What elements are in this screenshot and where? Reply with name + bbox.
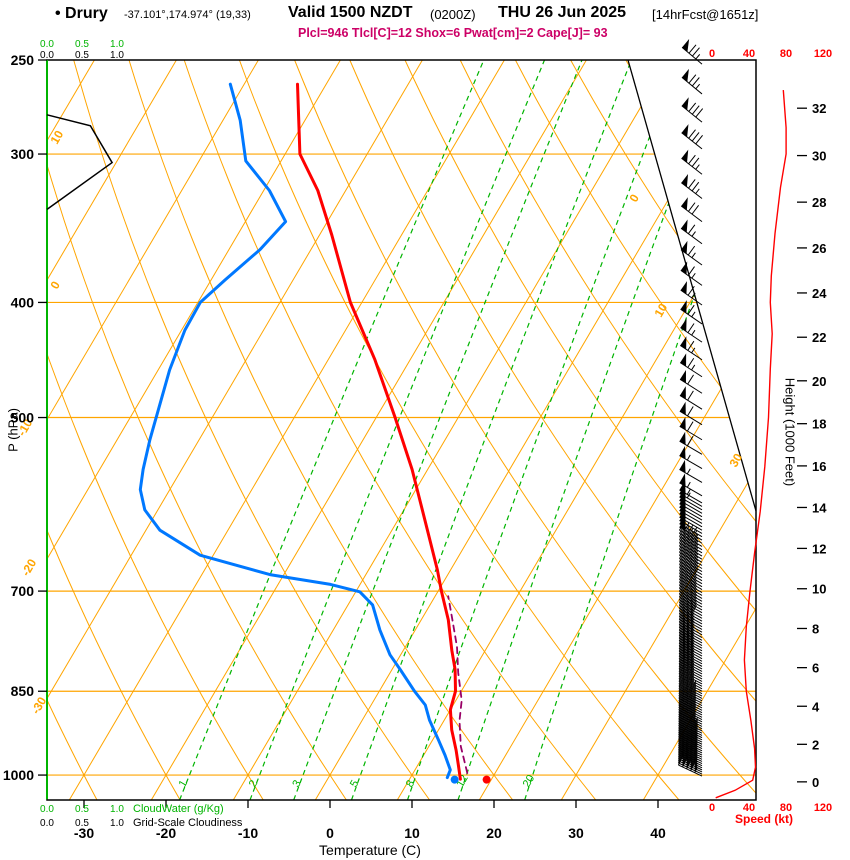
svg-text:850: 850 (11, 683, 35, 699)
svg-text:-30: -30 (74, 825, 94, 841)
height-axis-title: Height (1000 Feet) (782, 377, 798, 487)
svg-text:12: 12 (454, 773, 471, 790)
svg-text:120: 120 (814, 802, 832, 814)
svg-text:-20: -20 (156, 825, 176, 841)
svg-text:16: 16 (812, 459, 826, 474)
svg-text:18: 18 (812, 417, 826, 432)
svg-text:80: 80 (780, 48, 792, 60)
valid-date: THU 26 Jun 2025 (498, 4, 627, 21)
svg-text:10: 10 (651, 301, 670, 320)
svg-text:0.5: 0.5 (75, 804, 89, 815)
svg-text:120: 120 (814, 48, 832, 60)
svg-text:14: 14 (812, 500, 827, 515)
svg-text:300: 300 (11, 146, 35, 162)
valid-time-utc: (0200Z) (430, 7, 476, 22)
svg-text:0: 0 (47, 278, 63, 291)
sounding-indices: Plcl=946 Tlcl[C]=12 Shox=6 Pwat[cm]=2 Ca… (298, 26, 608, 40)
svg-text:28: 28 (812, 195, 826, 210)
svg-text:0: 0 (326, 825, 334, 841)
svg-text:-10: -10 (238, 825, 258, 841)
svg-text:30: 30 (726, 451, 745, 470)
svg-text:0.5: 0.5 (75, 818, 89, 829)
station-name: • Drury (55, 5, 108, 22)
svg-text:32: 32 (812, 101, 826, 116)
svg-text:1.0: 1.0 (110, 818, 124, 829)
svg-text:26: 26 (812, 241, 826, 256)
temperature-trace (296, 82, 462, 781)
svg-text:40: 40 (743, 48, 755, 60)
svg-text:1.0: 1.0 (110, 804, 124, 815)
svg-text:10: 10 (404, 825, 420, 841)
svg-text:0.0: 0.0 (40, 39, 54, 50)
svg-text:6: 6 (812, 661, 819, 676)
svg-text:30: 30 (812, 149, 826, 164)
svg-text:700: 700 (11, 583, 35, 599)
pressure-axis-title: P (hPa) (5, 408, 21, 452)
valid-time: Valid 1500 NZDT (288, 4, 413, 21)
svg-text:12: 12 (812, 541, 826, 556)
svg-text:400: 400 (11, 294, 35, 310)
wind-barbs (677, 38, 704, 777)
svg-text:4: 4 (812, 699, 820, 714)
svg-text:1.0: 1.0 (110, 39, 124, 50)
parcel-trace (447, 595, 469, 774)
temperature-axis-title: Temperature (C) (319, 842, 421, 858)
skewt-grid (47, 60, 756, 800)
svg-text:5: 5 (348, 778, 361, 789)
svg-text:250: 250 (11, 52, 35, 68)
svg-text:20: 20 (812, 374, 826, 389)
svg-text:0.5: 0.5 (75, 39, 89, 50)
svg-text:8: 8 (404, 778, 417, 789)
svg-text:1000: 1000 (3, 767, 34, 783)
svg-text:0.5: 0.5 (75, 50, 89, 61)
svg-text:20: 20 (486, 825, 502, 841)
svg-text:0: 0 (626, 191, 642, 204)
svg-text:40: 40 (650, 825, 666, 841)
svg-text:1.0: 1.0 (110, 50, 124, 61)
svg-text:8: 8 (812, 621, 819, 636)
station-coords: -37.101°,174.974° (19,33) (124, 9, 251, 21)
svg-text:3: 3 (290, 778, 303, 789)
svg-text:80: 80 (780, 802, 792, 814)
svg-text:24: 24 (812, 286, 827, 301)
svg-text:0: 0 (709, 802, 715, 814)
svg-text:2: 2 (812, 737, 819, 752)
svg-text:2: 2 (247, 778, 260, 789)
speed-axis-title: Speed (kt) (734, 812, 794, 826)
svg-text:10: 10 (47, 128, 66, 147)
svg-text:0: 0 (812, 775, 819, 790)
svg-text:40: 40 (743, 802, 755, 814)
cloudiness-axis-title: Grid-Scale Cloudiness (133, 817, 243, 829)
svg-text:22: 22 (812, 330, 826, 345)
svg-text:30: 30 (568, 825, 584, 841)
cloudiness-profile (46, 114, 114, 211)
svg-text:-20: -20 (18, 556, 39, 578)
svg-text:0: 0 (709, 48, 715, 60)
svg-text:0.0: 0.0 (40, 818, 54, 829)
svg-text:20: 20 (521, 773, 538, 790)
surface-markers (450, 775, 491, 784)
cloudwater-axis-title: CloudWater (g/Kg) (133, 803, 224, 815)
svg-text:0.0: 0.0 (40, 804, 54, 815)
svg-text:1: 1 (177, 778, 190, 789)
forecast-lead-time: [14hrFcst@1651z] (652, 7, 759, 22)
svg-text:500: 500 (11, 410, 35, 426)
dewpoint-trace (138, 82, 452, 780)
wind-speed-trace (715, 90, 787, 799)
svg-text:0.0: 0.0 (40, 50, 54, 61)
svg-text:10: 10 (812, 582, 826, 597)
